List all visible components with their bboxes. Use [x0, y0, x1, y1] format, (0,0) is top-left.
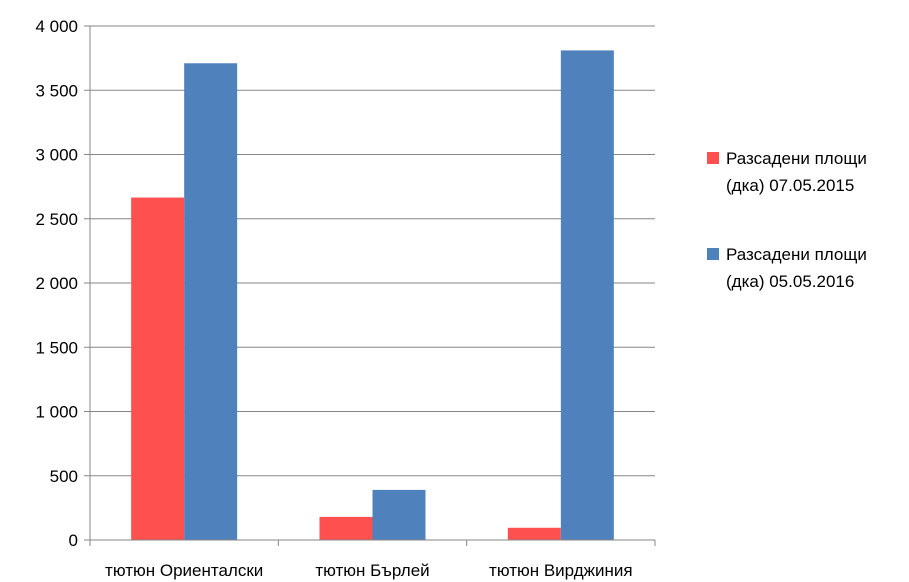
legend-label: Разсадени площи	[726, 149, 867, 168]
y-tick-label: 0	[69, 531, 78, 550]
y-tick-label: 500	[50, 467, 78, 486]
legend-entry-2: Разсадени площи (дка) 05.05.2016	[707, 245, 867, 291]
y-tick-label: 1 500	[35, 338, 78, 357]
y-tick-label: 4 000	[35, 17, 78, 36]
legend-label: Разсадени площи	[726, 245, 867, 264]
x-tick-labels: тютюн Ориенталски тютюн Бърлей тютюн Вирдж…	[105, 561, 633, 580]
x-tick-label: тютюн Ориенталски	[105, 561, 263, 580]
bar-1-1	[131, 197, 185, 541]
y-tick-label: 2 500	[35, 210, 78, 229]
bar-1-2	[319, 516, 373, 540]
y-tick-label: 1 000	[35, 403, 78, 422]
axes	[84, 25, 656, 546]
legend-swatch	[707, 248, 719, 260]
x-tick-label: тютюн Бърлей	[315, 561, 429, 580]
bar-1-3	[507, 527, 561, 540]
y-tick-label: 2 000	[35, 274, 78, 293]
legend: Разсадени площи(дка) 07.05.2015Разсадени…	[707, 149, 867, 291]
x-tick-label: тютюн Вирджиния	[489, 561, 633, 580]
y-tick-labels: 0 500 1 000 1 500 2 000 2 500 3 000 3 500 4 000	[35, 17, 78, 550]
bar-2-1	[184, 63, 238, 540]
bar-2-2	[372, 489, 426, 540]
bar-2-3	[560, 50, 614, 540]
y-tick-label: 3 000	[35, 146, 78, 165]
bars	[131, 50, 614, 541]
y-tick-label: 3 500	[35, 81, 78, 100]
legend-label: (дка) 05.05.2016	[726, 272, 854, 291]
legend-swatch	[707, 152, 719, 164]
legend-label: (дка) 07.05.2015	[726, 176, 854, 195]
legend-entry-1: Разсадени площи (дка) 07.05.2015	[707, 149, 867, 195]
